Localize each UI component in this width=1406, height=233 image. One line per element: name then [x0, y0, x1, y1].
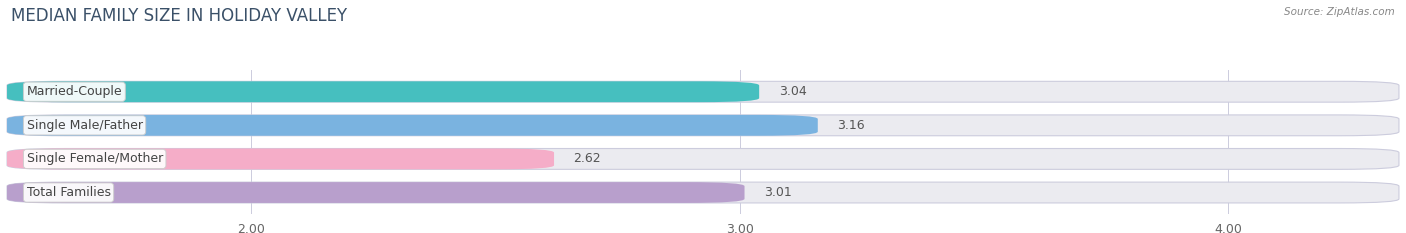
Text: MEDIAN FAMILY SIZE IN HOLIDAY VALLEY: MEDIAN FAMILY SIZE IN HOLIDAY VALLEY	[11, 7, 347, 25]
Text: Source: ZipAtlas.com: Source: ZipAtlas.com	[1284, 7, 1395, 17]
Text: 3.16: 3.16	[838, 119, 865, 132]
FancyBboxPatch shape	[7, 115, 818, 136]
FancyBboxPatch shape	[7, 182, 745, 203]
Text: Married-Couple: Married-Couple	[27, 85, 122, 98]
Text: Single Female/Mother: Single Female/Mother	[27, 152, 163, 165]
Text: 3.04: 3.04	[779, 85, 807, 98]
FancyBboxPatch shape	[7, 81, 759, 102]
Text: 2.62: 2.62	[574, 152, 602, 165]
Text: 3.01: 3.01	[763, 186, 792, 199]
FancyBboxPatch shape	[7, 115, 1399, 136]
FancyBboxPatch shape	[7, 182, 1399, 203]
Text: Total Families: Total Families	[27, 186, 111, 199]
FancyBboxPatch shape	[7, 148, 554, 169]
FancyBboxPatch shape	[7, 81, 1399, 102]
Text: Single Male/Father: Single Male/Father	[27, 119, 142, 132]
FancyBboxPatch shape	[7, 148, 1399, 169]
